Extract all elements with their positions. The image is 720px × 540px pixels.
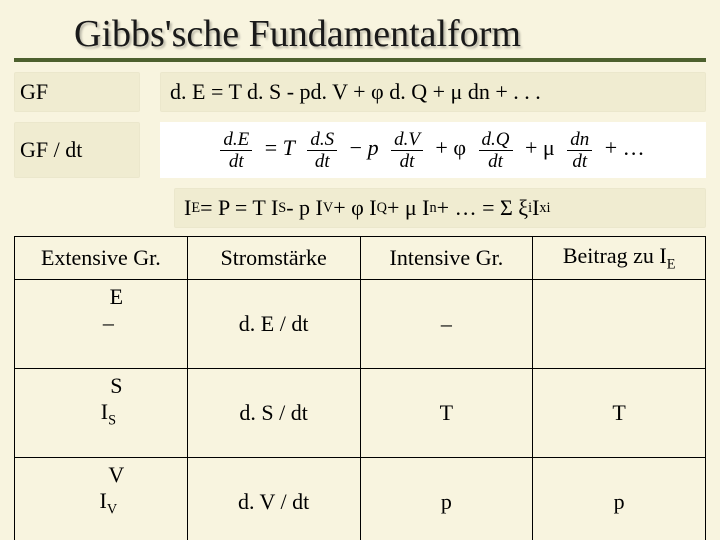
cell-beitr: [533, 280, 706, 369]
row-gf: GF d. E = T d. S - pd. V + φ d. Q + μ dn…: [14, 72, 706, 112]
cell-int: T: [360, 369, 533, 458]
label-gf: GF: [14, 72, 140, 112]
row-ie: IE = P = T IS - p IV + φ IQ + μ In + … =…: [14, 188, 706, 228]
title-rule: Gibbs'sche Fundamentalform: [14, 4, 706, 62]
th-extensive: Extensive Gr.: [15, 237, 188, 280]
cell-strom: d. V / dt: [187, 458, 360, 540]
table-header-row: Extensive Gr. Stromstärke Intensive Gr. …: [15, 237, 706, 280]
equation-ie: IE = P = T IS - p IV + φ IQ + μ In + … =…: [174, 188, 706, 228]
slide: Gibbs'sche Fundamentalform GF d. E = T d…: [0, 0, 720, 540]
th-beitrag: Beitrag zu IE: [533, 237, 706, 280]
row-gfdt: GF / dt d.Edt = T d.Sdt − p d.Vdt + φ d.…: [14, 118, 706, 182]
cell-ext: E –: [15, 280, 188, 369]
th-strom: Stromstärke: [187, 237, 360, 280]
th-intensive: Intensive Gr.: [360, 237, 533, 280]
cell-ext: V IV: [15, 458, 188, 540]
label-gfdt: GF / dt: [14, 122, 140, 178]
cell-int: p: [360, 458, 533, 540]
cell-strom: d. S / dt: [187, 369, 360, 458]
cell-strom: d. E / dt: [187, 280, 360, 369]
equation-gf: d. E = T d. S - pd. V + φ d. Q + μ dn + …: [160, 72, 706, 112]
cell-beitr: p: [533, 458, 706, 540]
cell-beitr: T: [533, 369, 706, 458]
cell-int: –: [360, 280, 533, 369]
slide-title: Gibbs'sche Fundamentalform: [74, 12, 706, 56]
equation-gfdt: d.Edt = T d.Sdt − p d.Vdt + φ d.Qdt + μ …: [160, 122, 706, 178]
table: Extensive Gr. Stromstärke Intensive Gr. …: [14, 236, 706, 540]
cell-ext: S IS: [15, 369, 188, 458]
